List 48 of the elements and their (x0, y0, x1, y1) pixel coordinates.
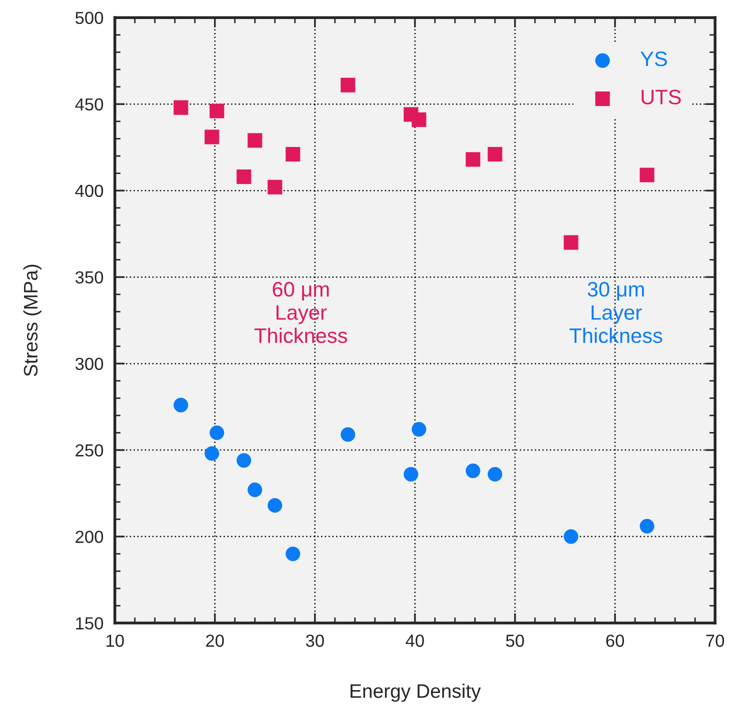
point (640, 168, 654, 182)
y-tick-label: 150 (76, 617, 104, 630)
point (466, 152, 480, 167)
point (564, 529, 578, 544)
point (210, 104, 224, 118)
x-tick-label: 60 (606, 634, 624, 647)
point (236, 169, 252, 184)
point (268, 180, 282, 194)
x-axis-title: Energy Density (350, 684, 481, 702)
point (340, 78, 356, 92)
point (204, 446, 220, 461)
point (236, 453, 252, 468)
point (248, 482, 262, 498)
x-tick-label: 10 (106, 634, 124, 647)
y-axis-title: Stress (MPa) (23, 264, 42, 376)
point (268, 498, 282, 513)
point (340, 427, 356, 442)
x-tick-label: 30 (306, 634, 324, 647)
point (412, 112, 426, 127)
x-tick-label: 20 (206, 634, 224, 647)
point (404, 466, 418, 482)
annotation: 30 μm Layer Thickness (570, 282, 662, 344)
point (204, 130, 220, 144)
point (210, 425, 224, 440)
point (248, 133, 262, 148)
y-tick-label: 450 (75, 98, 104, 111)
point (640, 518, 654, 534)
x-tick-label: 50 (506, 634, 524, 647)
legend-label: UTS (642, 90, 681, 104)
y-tick-label: 350 (75, 271, 104, 284)
point (488, 466, 502, 482)
point (412, 422, 426, 437)
x-tick-label: 70 (706, 634, 724, 647)
y-tick-label: 400 (75, 184, 104, 198)
y-tick-label: 300 (75, 358, 104, 370)
y-tick-label: 500 (75, 12, 104, 24)
legend-label: YS (640, 51, 667, 66)
point (488, 146, 502, 162)
point (564, 235, 578, 250)
point (174, 100, 188, 115)
x-tick-label: 40 (406, 634, 424, 647)
point (286, 146, 300, 162)
y-tick-label: 250 (76, 444, 104, 457)
point (286, 546, 300, 562)
y-tick-label: 200 (76, 530, 104, 544)
annotation: 60 μm Layer Thickness (254, 282, 348, 344)
point (174, 398, 188, 412)
point (466, 464, 480, 478)
